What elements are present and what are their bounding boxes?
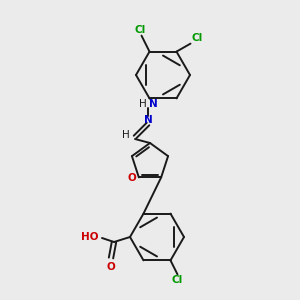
Text: Cl: Cl	[191, 33, 203, 43]
Text: Cl: Cl	[172, 275, 183, 285]
Text: O: O	[106, 262, 116, 272]
Text: N: N	[144, 115, 152, 125]
Text: H: H	[122, 130, 130, 140]
Text: N: N	[149, 99, 158, 109]
Text: O: O	[127, 173, 136, 183]
Text: HO: HO	[80, 232, 98, 242]
Text: H: H	[139, 99, 147, 109]
Text: Cl: Cl	[135, 25, 146, 34]
